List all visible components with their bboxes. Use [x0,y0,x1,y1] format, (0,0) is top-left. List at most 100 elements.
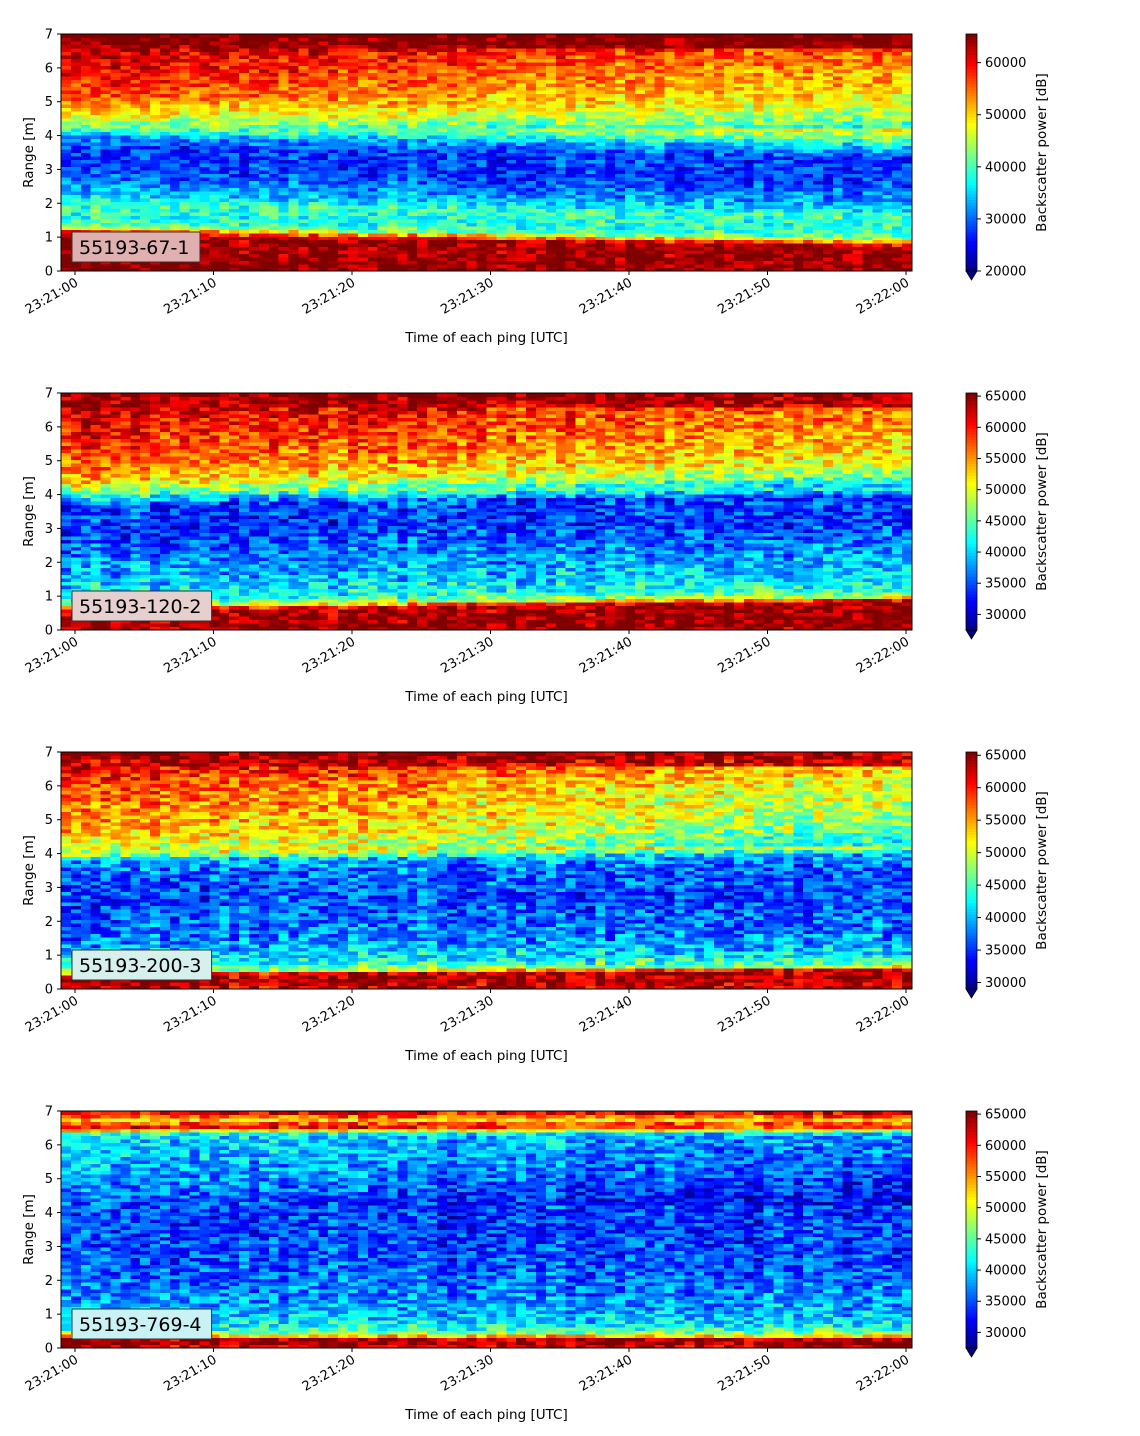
heatmap-cell [130,72,141,77]
heatmap-cell [268,96,280,101]
heatmap-cell [229,159,240,164]
heatmap-cell [140,107,151,112]
heatmap-cell [407,44,418,49]
heatmap-cell [179,121,191,126]
heatmap-cell [565,82,577,87]
heatmap-cell [278,236,290,241]
heatmap-cell [427,187,438,192]
heatmap-cell [674,197,686,202]
heatmap-cell [605,257,616,262]
heatmap-cell [773,250,784,255]
heatmap-cell [100,89,112,94]
heatmap-cell [763,131,775,136]
heatmap-cell [605,110,616,115]
heatmap-cell [318,183,329,188]
heatmap-cell [664,51,676,56]
heatmap-cell [506,204,517,209]
heatmap-cell [615,82,626,87]
heatmap-cell [723,86,735,91]
heatmap-cell [437,250,448,255]
heatmap-cell [664,89,676,94]
heatmap-cell [476,169,488,175]
heatmap-cell [278,229,290,234]
heatmap-cell [486,142,497,147]
heatmap-cell [446,40,458,46]
heatmap-cell [159,142,171,147]
heatmap-cell [585,194,596,199]
heatmap-cell [308,211,319,216]
heatmap-cell [476,173,488,178]
heatmap-cell [268,246,280,251]
heatmap-cell [80,68,92,73]
heatmap-cell [130,61,141,66]
heatmap-cell [169,176,181,181]
heatmap-cell [535,117,547,122]
heatmap-cell [634,162,646,168]
heatmap-cell [723,208,735,213]
heatmap-cell [565,117,577,122]
heatmap-cell [625,215,636,220]
heatmap-cell [476,149,488,154]
heatmap-cell [258,128,270,133]
heatmap-cell [526,204,537,209]
heatmap-cell [338,246,349,251]
heatmap-cell [268,239,280,244]
heatmap-cell [605,75,616,80]
heatmap-cell [694,166,705,171]
heatmap-cell [704,152,715,157]
heatmap-cell [417,197,428,202]
heatmap-cell [258,34,270,39]
heatmap-cell [496,89,507,94]
heatmap-cell [664,169,676,175]
heatmap-cell [288,208,300,213]
heatmap-cell [417,100,428,105]
heatmap-cell [753,110,765,115]
heatmap-cell [753,93,765,98]
heatmap-cell [308,208,319,213]
heatmap-cell [545,93,557,98]
heatmap-cell [130,173,141,178]
heatmap-cell [150,51,161,56]
heatmap-cell [664,243,676,248]
heatmap-cell [417,34,428,39]
heatmap-cell [783,173,794,178]
heatmap-cell [486,40,497,46]
heatmap-cell [61,155,72,161]
heatmap-cell [615,211,626,216]
heatmap-cell [733,239,745,244]
heatmap-cell [258,107,270,112]
heatmap-cell [565,239,577,244]
heatmap-cell [545,159,557,164]
heatmap-cell [743,93,755,98]
heatmap-cell [70,173,82,178]
heatmap-cell [674,40,686,46]
heatmap-cell [288,239,300,244]
heatmap-cell [278,201,290,206]
heatmap-cell [476,107,488,112]
heatmap-cell [456,169,468,175]
heatmap-cell [575,267,587,272]
heatmap-cell [456,40,468,46]
heatmap-cell [367,215,379,220]
heatmap-cell [61,44,72,49]
heatmap-cell [555,159,567,164]
heatmap-cell [634,149,646,154]
heatmap-cell [298,40,309,46]
heatmap-cell [644,93,656,98]
heatmap-cell [61,93,72,98]
heatmap-cell [70,204,82,209]
heatmap-cell [268,131,280,136]
heatmap-cell [258,61,270,66]
heatmap-cell [615,114,626,119]
heatmap-cell [80,51,92,56]
heatmap-cell [179,96,191,101]
heatmap-cell [644,40,656,46]
heatmap-cell [318,222,329,227]
heatmap-cell [723,201,735,206]
heatmap-cell [169,197,181,202]
heatmap-cell [130,82,141,87]
heatmap-cell [338,68,349,73]
heatmap-cell [476,114,488,119]
heatmap-cell [338,243,349,248]
heatmap-cell [763,253,775,258]
